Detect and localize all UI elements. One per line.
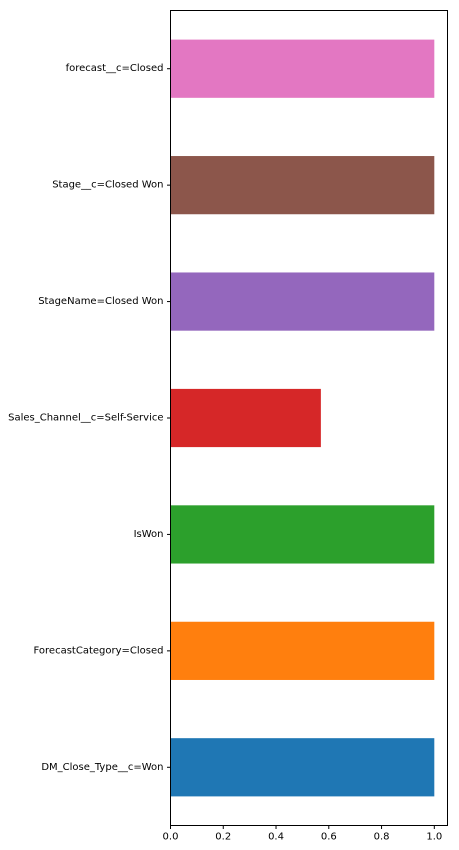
bar-dm-close-type-c-won — [170, 738, 435, 797]
x-tick-label: 0.0 — [163, 832, 179, 843]
y-tick-label: ForecastCategory=Closed — [34, 645, 164, 656]
x-tick-label: 0.6 — [321, 832, 337, 843]
bar-iswon — [170, 505, 435, 564]
x-axis: 0.0 0.2 0.4 0.6 0.8 1.0 — [163, 825, 442, 843]
x-tick-label: 1.0 — [426, 832, 442, 843]
y-tick-label: Sales_Channel__c=Self-Service — [8, 413, 163, 424]
y-tick-label: IsWon — [134, 529, 164, 540]
x-tick-label: 0.2 — [215, 832, 231, 843]
y-tick-label: forecast__c=Closed — [66, 63, 164, 74]
bar-sales-channel-c-self-service — [170, 388, 321, 448]
y-tick-label: StageName=Closed Won — [38, 296, 163, 307]
bar-forecast-c-closed — [170, 39, 435, 98]
bar-stage-c-closed-won — [170, 156, 435, 215]
y-tick-label: DM_Close_Type__c=Won — [41, 762, 163, 773]
y-tick-label: Stage__c=Closed Won — [52, 180, 163, 191]
bar-forecastcategory-closed — [170, 621, 435, 680]
bars-layer — [170, 39, 435, 797]
bar-stagename-closed-won — [170, 272, 435, 331]
x-tick-label: 0.8 — [374, 832, 390, 843]
x-tick-label: 0.4 — [268, 832, 284, 843]
y-axis: DM_Close_Type__c=Won ForecastCategory=Clo… — [8, 63, 171, 773]
plot-frame — [170, 10, 448, 826]
